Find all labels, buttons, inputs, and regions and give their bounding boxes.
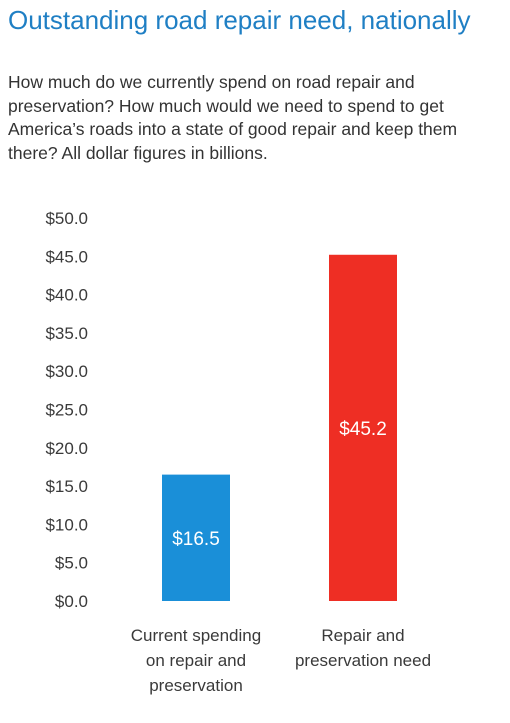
y-tick-label: $0.0 [55, 592, 88, 611]
bar-value-label: $45.2 [339, 419, 387, 440]
chart-title: Outstanding road repair need, nationally [8, 5, 471, 35]
bar-value-label: $16.5 [172, 529, 220, 550]
y-tick-label: $35.0 [45, 324, 88, 343]
y-tick-label: $40.0 [45, 286, 88, 305]
x-category-label: Repair and [321, 626, 404, 645]
x-category-label: on repair and [146, 651, 246, 670]
bar [329, 254, 397, 601]
chart-subtitle: How much do we currently spend on road r… [8, 72, 458, 163]
y-tick-label: $5.0 [55, 554, 88, 573]
bar-chart: $0.0 $5.0 $10.0 $15.0 $20.0 $25.0 $30.0 $35.0 $4… [45, 209, 431, 695]
x-category-label: preservation [149, 676, 243, 695]
x-axis: Current spending on repair and preservatio… [131, 626, 431, 695]
y-tick-label: $30.0 [45, 362, 88, 381]
bars: $16.5 $45.2 [162, 254, 397, 601]
y-tick-label: $45.0 [45, 247, 88, 266]
y-tick-label: $10.0 [45, 515, 88, 534]
y-axis: $0.0 $5.0 $10.0 $15.0 $20.0 $25.0 $30.0 $35.0 $4… [45, 209, 88, 611]
bar [162, 474, 230, 601]
y-tick-label: $20.0 [45, 439, 88, 458]
y-tick-label: $15.0 [45, 477, 88, 496]
y-tick-label: $50.0 [45, 209, 88, 228]
x-category-label: Current spending [131, 626, 261, 645]
y-tick-label: $25.0 [45, 401, 88, 420]
x-category-label: preservation need [295, 651, 431, 670]
